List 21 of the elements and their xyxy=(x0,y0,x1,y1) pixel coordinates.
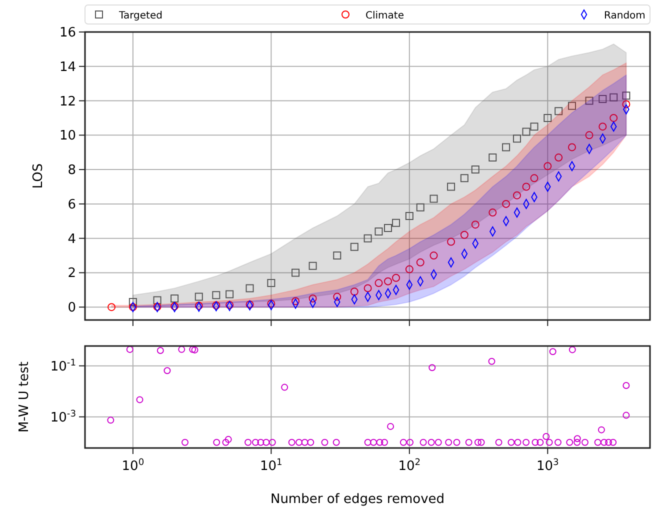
y-tick-label: 10 xyxy=(59,128,76,144)
y-tick-label: 8 xyxy=(68,163,76,178)
y-tick-label: 2 xyxy=(68,266,76,282)
y-tick-label: 10$^{-1}$ xyxy=(50,358,76,374)
x-axis-title: Number of edges removed xyxy=(270,492,445,507)
y-tick-label: 10$^{-3}$ xyxy=(50,409,76,426)
y-axis-title: LOS xyxy=(31,163,46,189)
y-tick-label: 14 xyxy=(59,60,76,75)
legend-label: Random xyxy=(604,10,646,22)
y-tick-label: 4 xyxy=(68,232,76,247)
legend-label: Climate xyxy=(366,10,404,22)
y-tick-label: 0 xyxy=(68,300,76,316)
y-tick-label: 12 xyxy=(59,94,76,110)
x-tick-label: 10$^{3}$ xyxy=(536,458,560,474)
x-tick-label: 10$^{2}$ xyxy=(398,458,421,474)
y-tick-label: 16 xyxy=(59,26,76,40)
legend-label: Targeted xyxy=(118,10,162,22)
x-tick-label: 10$^{0}$ xyxy=(122,458,144,474)
y-axis-title: M-W U test xyxy=(17,362,32,432)
x-tick-label: 10$^{1}$ xyxy=(260,458,282,474)
y-tick-label: 6 xyxy=(68,197,76,212)
